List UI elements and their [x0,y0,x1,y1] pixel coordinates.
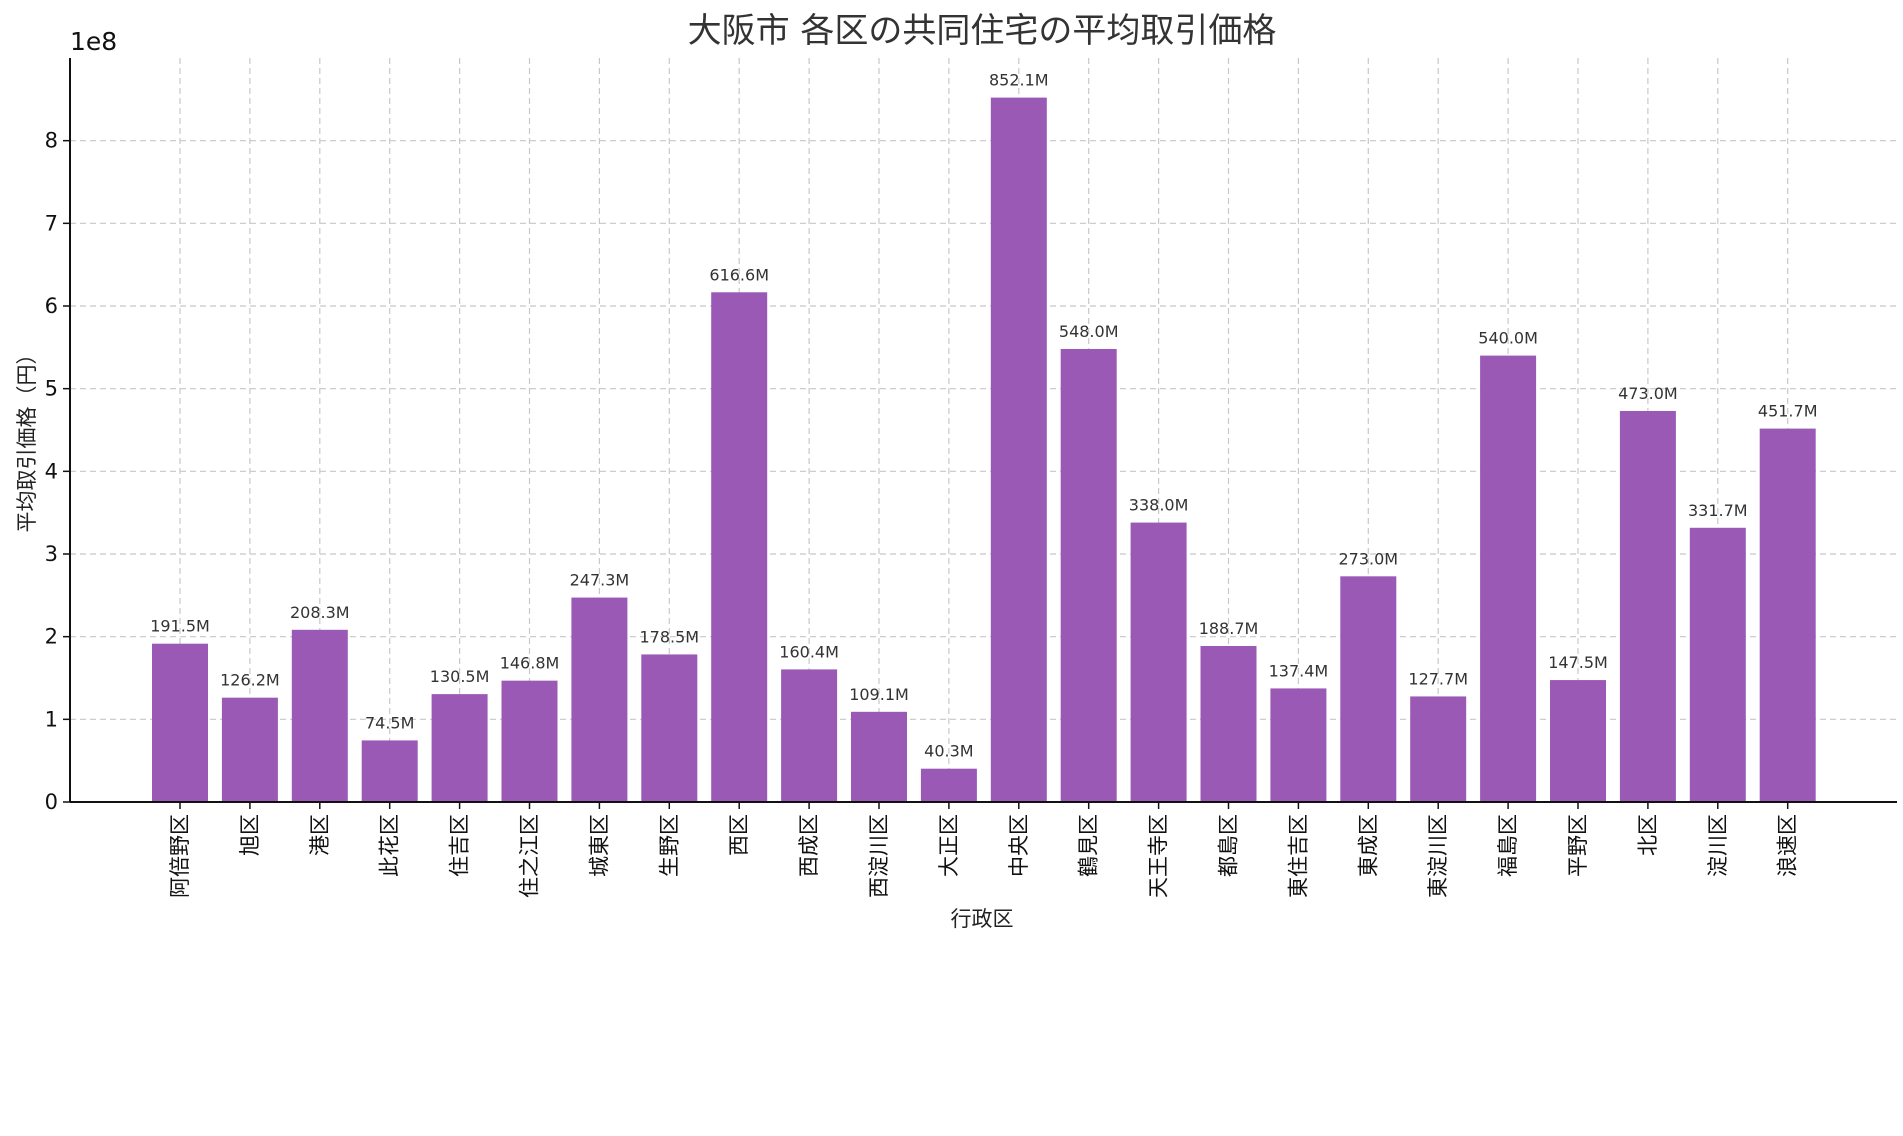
data-label: 130.5M [430,667,490,686]
y-tick-label: 4 [45,459,58,483]
data-label: 146.8M [500,654,560,673]
x-tick-label: 淀川区 [1706,814,1730,877]
data-label: 127.7M [1408,669,1468,688]
axes [69,58,1897,803]
x-tick-label: 旭区 [238,814,262,856]
bar [1130,522,1187,802]
x-tick-label: 北区 [1636,814,1660,856]
x-tick-label: 東淀川区 [1426,814,1450,898]
bar [851,711,907,802]
x-tick-label: 住之江区 [518,814,542,898]
y-tick-label: 2 [45,625,58,649]
data-label: 160.4M [779,642,839,661]
y-axis-label: 平均取引価格（円） [15,344,39,533]
bar [990,97,1047,802]
data-label: 273.0M [1338,549,1398,568]
x-tick-label: 天王寺区 [1147,814,1171,898]
bar [1480,355,1537,802]
bar [431,694,488,802]
data-label: 188.7M [1199,619,1259,638]
y-tick-label: 1 [45,707,58,731]
data-label: 137.4M [1269,661,1329,680]
data-label: 338.0M [1129,496,1189,515]
x-tick-label: 中央区 [1007,814,1031,877]
data-label: 331.7M [1688,501,1748,520]
y-tick-label: 3 [45,542,58,566]
x-tick-label: 大正区 [937,814,961,877]
y-tick-label: 0 [45,790,58,814]
y-tick-label: 6 [45,294,58,318]
x-tick-label: 西淀川区 [867,814,891,898]
x-tick-label: 西成区 [797,814,821,877]
x-axis-label: 行政区 [951,907,1014,931]
bar [291,629,348,802]
bar [641,654,698,802]
x-tick-label: 城東区 [587,814,611,877]
x-tick-label: 福島区 [1496,814,1520,877]
bar [1340,576,1397,802]
bar [1759,428,1816,802]
x-tick-label: 生野区 [657,814,681,877]
bar [1060,348,1117,802]
y-tick-label: 5 [45,377,58,401]
data-label: 451.7M [1758,402,1818,421]
x-tick-label: 西区 [727,814,751,856]
x-tick-label: 浪速区 [1776,814,1800,877]
data-label: 616.6M [709,265,769,284]
bar [920,768,977,802]
data-label: 852.1M [989,71,1049,90]
y-offset-label: 1e8 [70,27,117,56]
bar [361,740,418,802]
data-label: 540.0M [1478,329,1538,348]
x-tick-label: 住吉区 [448,814,472,877]
data-label: 40.3M [924,742,973,761]
data-label: 473.0M [1618,384,1678,403]
data-label: 109.1M [849,685,909,704]
y-ticks: 0 1 2 3 4 5 6 7 8 [45,129,70,814]
x-tick-label: 此花区 [378,814,402,877]
bar [711,292,768,802]
x-tick-label: 鶴見区 [1077,814,1101,877]
bar [221,697,278,802]
x-tick-label: 東住吉区 [1286,814,1310,898]
data-labels: 191.5M 126.2M 208.3M 74.5M 130.5M 146.8M 247.3… [150,71,1817,761]
bars [152,97,1816,802]
x-tick-label: 阿倍野区 [168,814,192,898]
x-tick-label: 都島区 [1217,814,1241,877]
bar [1200,646,1257,802]
bar [1689,527,1746,802]
bar [152,643,208,802]
data-label: 548.0M [1059,322,1119,341]
data-label: 178.5M [639,627,699,646]
y-tick-label: 8 [45,129,58,153]
data-label: 147.5M [1548,653,1608,672]
chart-title: 大阪市 各区の共同住宅の平均取引価格 [688,11,1277,51]
x-tick-label: 東成区 [1356,814,1380,877]
data-label: 191.5M [150,617,210,636]
y-tick-label: 7 [45,211,58,235]
bar [1550,680,1606,802]
data-label: 208.3M [290,603,350,622]
x-tick-label: 平野区 [1566,814,1590,877]
data-label: 126.2M [220,671,280,690]
bar [1270,688,1327,802]
bar [571,597,628,802]
bar [1619,410,1676,802]
data-label: 74.5M [365,713,414,732]
x-ticks: 阿倍野区 旭区 港区 此花区 住吉区 住之江区 城東区 生野区 西区 西成区 西淀川区 大正区 中央区 鶴… [168,802,1800,898]
data-label: 247.3M [570,571,630,590]
bar [501,680,558,802]
x-tick-label: 港区 [308,814,332,856]
bar [1410,696,1467,802]
bar [781,669,838,802]
